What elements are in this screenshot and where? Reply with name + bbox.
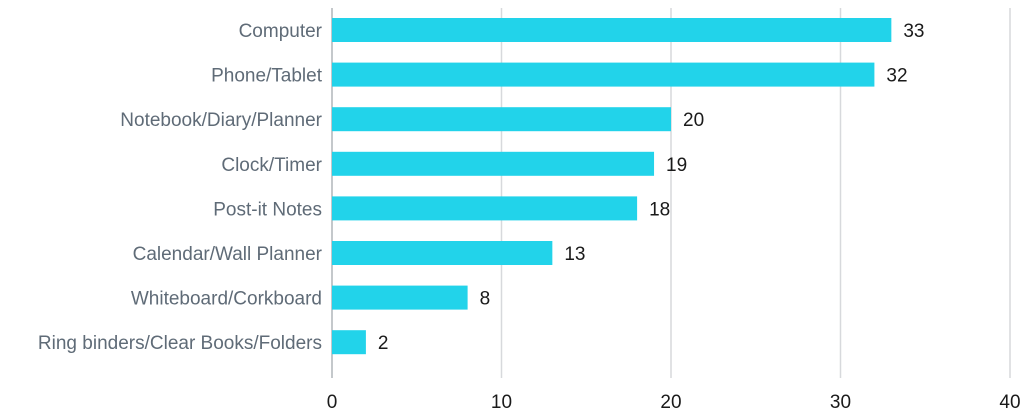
category-label: Ring binders/Clear Books/Folders: [38, 333, 322, 354]
bar: [332, 241, 553, 265]
bar: [332, 62, 875, 87]
category-label: Post-it Notes: [213, 199, 322, 220]
category-label: Computer: [239, 21, 323, 42]
bars: [332, 18, 892, 355]
bar: [332, 107, 671, 132]
x-tick-label: 20: [660, 392, 681, 413]
x-tick-label: 0: [327, 392, 338, 413]
bar: [332, 196, 638, 221]
category-label: Phone/Tablet: [211, 66, 323, 87]
value-label: 2: [378, 333, 389, 354]
value-label: 13: [564, 244, 585, 265]
category-label: Calendar/Wall Planner: [133, 244, 323, 265]
category-label: Notebook/Diary/Planner: [120, 110, 322, 131]
value-label: 18: [649, 199, 670, 220]
value-label: 32: [886, 66, 907, 87]
value-label: 8: [480, 289, 491, 310]
category-label: Whiteboard/Corkboard: [131, 289, 322, 310]
bar: [332, 330, 366, 355]
x-tick-label: 10: [491, 392, 512, 413]
x-tick-label: 40: [999, 392, 1020, 413]
value-label: 20: [683, 110, 704, 131]
bar: [332, 18, 892, 42]
category-label: Clock/Timer: [221, 155, 322, 176]
x-tick-label: 30: [830, 392, 851, 413]
value-label: 19: [666, 155, 687, 176]
value-label: 33: [903, 21, 924, 42]
bar: [332, 151, 655, 176]
bar: [332, 285, 468, 310]
labels: 0 10 20 30 40 Computer 33 Phone/Tablet 32 Noteboo…: [38, 21, 1021, 413]
